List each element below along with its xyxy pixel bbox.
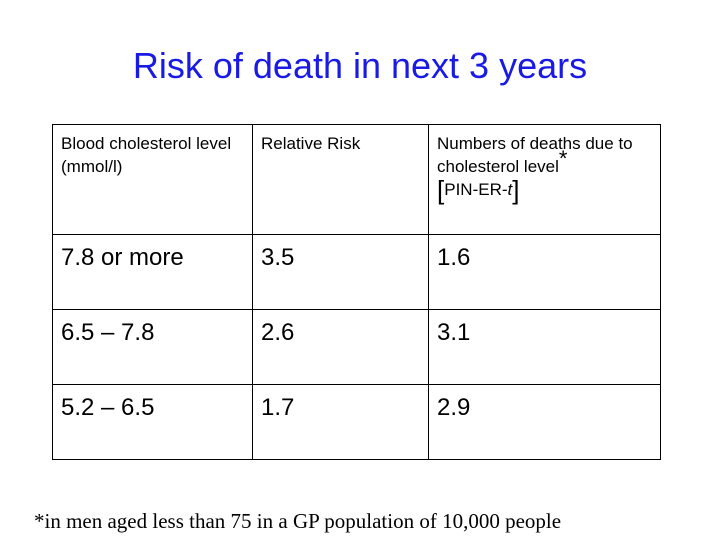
reference-italic: t [507,180,513,199]
bracket-open: [ [437,175,445,205]
reference-prefix: PIN-ER- [444,180,508,199]
header-deaths: Numbers of deaths due to cholesterol lev… [428,124,661,235]
cell-level: 5.2 – 6.5 [52,384,253,460]
cell-relative-risk: 1.7 [252,384,429,460]
cell-relative-risk: 2.6 [252,309,429,385]
bracket-close: ] [512,175,520,205]
header-relative-risk: Relative Risk [252,124,429,235]
header-cholesterol-level: Blood cholesterol level (mmol/l) [52,124,253,235]
cell-level: 6.5 – 7.8 [52,309,253,385]
cell-level: 7.8 or more [52,234,253,310]
table-header-row: Blood cholesterol level (mmol/l) Relativ… [52,124,661,235]
header-deaths-text: Numbers of deaths due to cholesterol lev… [437,134,633,176]
cell-deaths: 2.9 [428,384,661,460]
slide-title: Risk of death in next 3 years [132,45,588,86]
footnote-marker: * [558,146,568,171]
table-row: 5.2 – 6.5 1.7 2.9 [52,384,661,460]
table-row: 6.5 – 7.8 2.6 3.1 [52,309,661,385]
cell-relative-risk: 3.5 [252,234,429,310]
cholesterol-risk-table: Blood cholesterol level (mmol/l) Relativ… [52,124,661,460]
cell-deaths: 3.1 [428,309,661,385]
cell-deaths: 1.6 [428,234,661,310]
footnote: *in men aged less than 75 in a GP popula… [34,509,562,533]
table-row: 7.8 or more 3.5 1.6 [52,234,661,310]
